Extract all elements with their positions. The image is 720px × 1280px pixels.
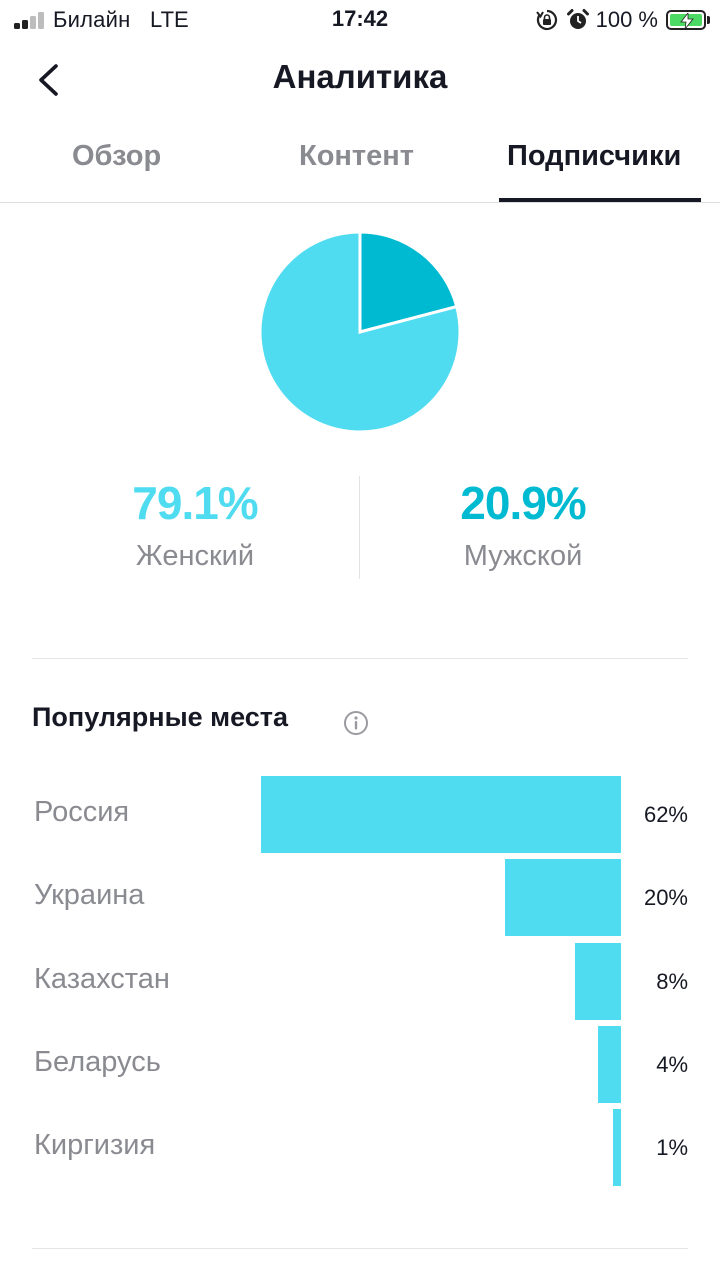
country-label: Россия [34, 796, 130, 828]
country-percentage: 1% [656, 1135, 688, 1161]
stats-divider [359, 476, 360, 579]
tab-content[interactable]: Контент [299, 140, 414, 172]
country-percentage: 20% [643, 885, 688, 911]
country-label: Киргизия [34, 1129, 156, 1162]
pie-slice-female [260, 232, 460, 432]
orientation-lock-icon [535, 9, 557, 31]
male-percentage: 20.9% [460, 477, 586, 529]
info-icon[interactable] [343, 710, 369, 736]
battery-charging-icon [666, 10, 706, 30]
female-label: Женский [135, 540, 255, 572]
country-bar [613, 1109, 621, 1187]
battery-percentage: 100 % [595, 7, 658, 32]
country-bar [261, 776, 621, 853]
carrier-name: Билайн [53, 7, 131, 32]
country-label: Казахстан [34, 962, 170, 995]
country-bar [574, 942, 621, 1020]
status-bar: Билайн LTE 17:42 100 % [0, 0, 720, 40]
country-bar [597, 1025, 621, 1103]
pie-slice-male [358, 232, 459, 334]
female-percentage: 79.1% [132, 477, 258, 529]
popular-places-title: Популярные места [32, 702, 289, 732]
tabs-divider [0, 202, 720, 203]
tab-followers[interactable]: Подписчики [507, 140, 682, 172]
section-divider-bottom [32, 1248, 688, 1249]
male-label: Мужской [463, 540, 583, 572]
active-tab-indicator [499, 198, 701, 202]
country-percentage: 62% [643, 802, 688, 827]
status-right-group: 100 % [535, 6, 710, 34]
country-percentage: 8% [656, 968, 688, 994]
tab-overview[interactable]: Обзор [72, 140, 162, 172]
country-percentage: 4% [656, 1051, 688, 1077]
signal-bars-icon [14, 11, 48, 29]
country-bar [504, 859, 621, 937]
section-divider [32, 658, 688, 659]
gender-pie-chart [260, 232, 460, 432]
chevron-left-icon [39, 64, 58, 96]
country-label: Беларусь [34, 1045, 161, 1078]
page-title: Аналитика [272, 58, 448, 95]
network-type: LTE [150, 7, 189, 32]
country-label: Украина [34, 879, 145, 912]
back-button[interactable] [30, 58, 70, 102]
status-time: 17:42 [331, 6, 389, 31]
alarm-clock-icon [566, 9, 589, 29]
